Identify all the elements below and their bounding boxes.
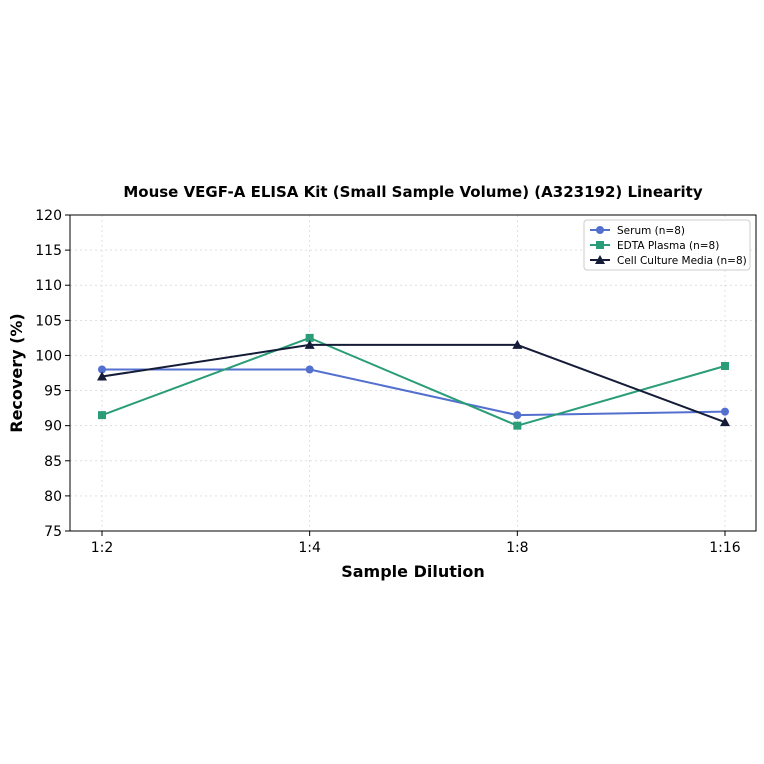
series-group: [97, 333, 730, 430]
data-point: [721, 361, 729, 370]
data-point: [98, 365, 106, 374]
plot-frame: [69, 214, 757, 532]
y-axis: 75 80 85 90 95 100 105 110 115 120: [35, 208, 70, 540]
data-point: [98, 411, 106, 420]
data-point: [512, 339, 523, 349]
legend-marker: [596, 226, 604, 234]
x-tick-label: 1:16: [709, 540, 741, 556]
series-line: [102, 368, 726, 417]
y-tick-label: 80: [44, 489, 62, 505]
y-tick-label: 120: [35, 208, 62, 224]
data-point: [720, 417, 730, 427]
legend-label: EDTA Plasma (n=8): [617, 240, 719, 252]
x-axis-label: Sample Dilution: [341, 562, 485, 581]
y-tick-label: 85: [44, 454, 62, 470]
series-line: [101, 343, 726, 424]
chart-title: Mouse VEGF-A ELISA Kit (Small Sample Vol…: [123, 183, 703, 201]
legend-item: Cell Culture Media (n=8): [590, 255, 747, 267]
series-2: [98, 333, 729, 430]
y-tick-label: 75: [44, 524, 62, 540]
y-tick-label: 110: [35, 278, 62, 294]
y-tick-label: 105: [35, 313, 62, 329]
y-tick-label: 100: [35, 348, 62, 364]
legend-label: Serum (n=8): [617, 225, 685, 237]
legend: Serum (n=8) EDTA Plasma (n=8) Cell Culture…: [583, 219, 751, 271]
y-axis-label: Recovery (%): [7, 313, 26, 432]
series-line: [101, 336, 726, 427]
y-tick-label: 95: [44, 384, 62, 400]
legend-box: [583, 219, 751, 271]
x-tick-label: 1:8: [506, 540, 529, 556]
legend-item: Serum (n=8): [590, 225, 685, 237]
x-tick-label: 1:2: [91, 540, 114, 556]
data-point: [305, 333, 314, 342]
legend-marker: [595, 255, 605, 264]
data-point: [513, 421, 522, 430]
x-tick-label: 1:4: [298, 540, 321, 556]
series-3: [97, 339, 730, 427]
y-tick-label: 90: [44, 419, 62, 435]
legend-marker: [596, 241, 604, 249]
series-1: [98, 365, 729, 420]
legend-label: Cell Culture Media (n=8): [617, 255, 747, 267]
y-tick-label: 115: [35, 243, 62, 259]
data-point: [304, 339, 315, 349]
data-point: [97, 371, 107, 381]
data-point: [721, 407, 729, 416]
data-point: [305, 365, 314, 374]
data-point: [513, 411, 522, 420]
legend-item: EDTA Plasma (n=8): [590, 240, 719, 252]
x-axis: 1:2 1:4 1:8 1:16: [91, 531, 741, 556]
